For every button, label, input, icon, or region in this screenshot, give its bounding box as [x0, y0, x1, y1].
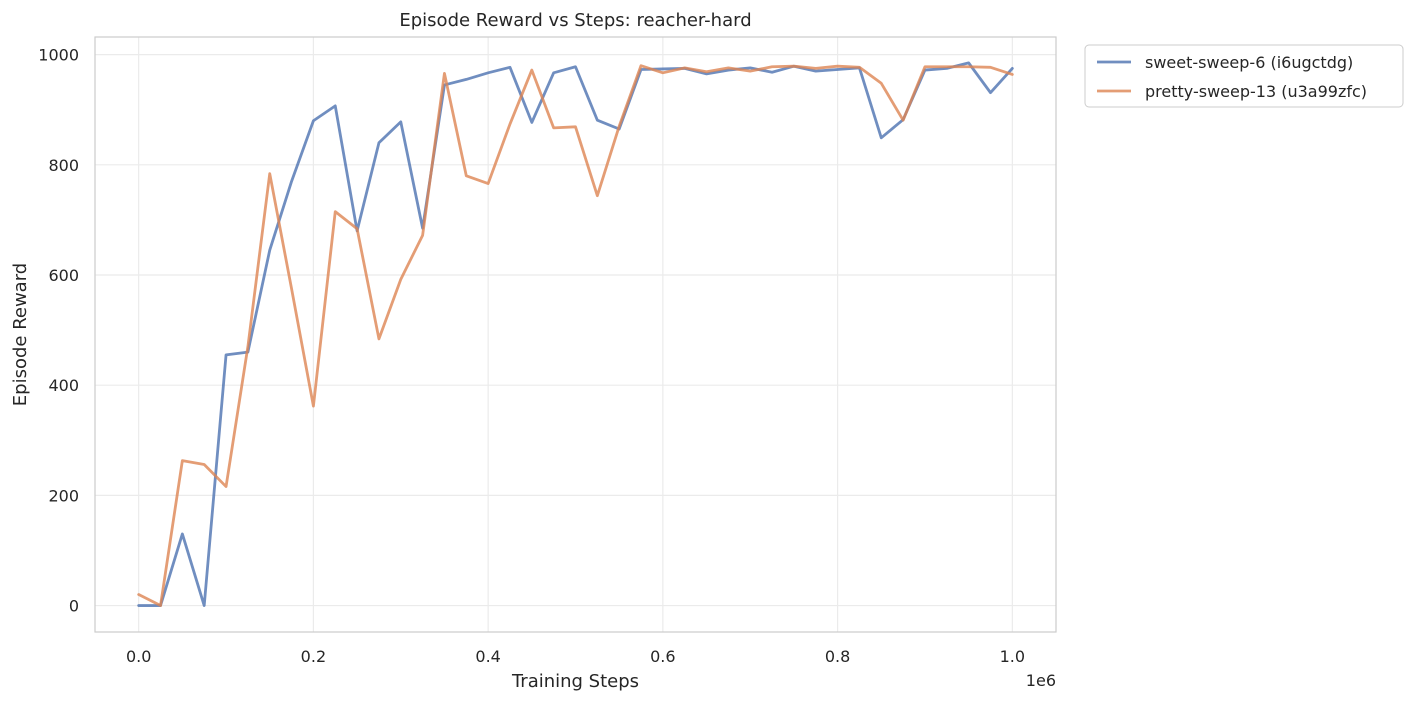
series-layer	[137, 61, 1014, 607]
y-axis-title: Episode Reward	[10, 263, 31, 406]
x-axis-ticks: 0.0 0.2 0.4 0.6 0.8 1.0	[126, 647, 1025, 666]
y-tick-label: 400	[48, 376, 79, 395]
y-tick-label: 1000	[38, 46, 79, 65]
legend-box	[1084, 44, 1404, 108]
legend: sweet-sweep-6 (i6ugctdg) pretty-sweep-13 …	[1084, 44, 1404, 108]
x-tick-label: 0.0	[126, 647, 151, 666]
y-tick-label: 200	[48, 486, 79, 505]
plot-frame	[94, 36, 1057, 633]
y-tick-label: 600	[48, 266, 79, 285]
x-tick-label: 0.8	[825, 647, 850, 666]
y-tick-label: 0	[69, 597, 79, 616]
x-axis-title: Training Steps	[511, 671, 639, 692]
legend-label-1: sweet-sweep-6 (i6ugctdg)	[1145, 53, 1353, 72]
series-line-1	[137, 61, 1014, 607]
chart-title: Episode Reward vs Steps: reacher-hard	[399, 10, 751, 31]
y-tick-label: 800	[48, 156, 79, 175]
x-tick-label: 0.2	[301, 647, 326, 666]
x-tick-label: 1.0	[1000, 647, 1025, 666]
x-tick-label: 0.6	[650, 647, 675, 666]
x-axis-offset-label: 1e6	[1026, 671, 1056, 690]
grid	[95, 37, 1056, 632]
legend-label-2: pretty-sweep-13 (u3a99zfc)	[1145, 82, 1367, 101]
series-line-2	[137, 64, 1014, 607]
y-axis-ticks: 0 200 400 600 800 1000	[38, 46, 79, 616]
x-tick-label: 0.4	[475, 647, 500, 666]
